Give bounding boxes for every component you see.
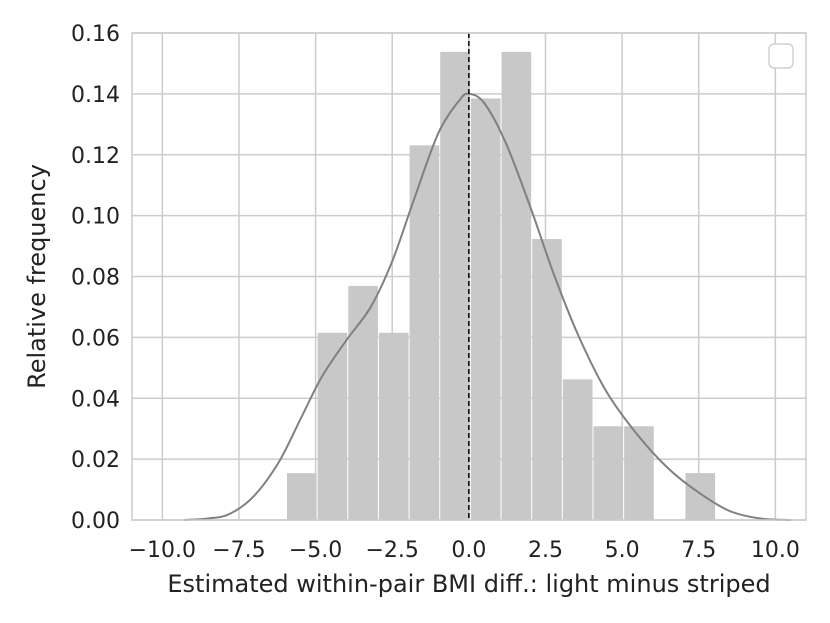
y-tick-label: 0.06 [71,326,120,351]
histogram-bar-2 [348,285,378,520]
histogram-bar-10 [593,426,624,520]
x-tick-label: −2.5 [366,538,419,563]
histogram-bar-5 [440,51,470,521]
y-tick-label: 0.02 [71,448,120,473]
plot-frame [131,32,807,521]
kde-curve [183,92,791,521]
histogram-bars [286,51,716,521]
x-tick-label: 7.5 [681,538,716,563]
y-tick-label: 0.16 [71,22,120,47]
x-tick-label: 2.5 [528,538,563,563]
x-tick-label: 10.0 [751,538,800,563]
x-axis-title: Estimated within-pair BMI diff.: light m… [167,570,770,598]
x-tick-label: 5.0 [605,538,640,563]
y-tick-label: 0.08 [71,266,120,291]
histogram-bar-0 [286,473,317,520]
x-tick-label: −10.0 [129,538,196,563]
y-tick-label: 0.00 [71,509,120,534]
histogram-bar-9 [562,379,593,520]
x-tick-label: −7.5 [212,538,265,563]
y-tick-label: 0.14 [71,83,120,108]
y-tick-label: 0.10 [71,205,120,230]
y-axis-title: Relative frequency [23,164,51,389]
histogram-bar-6 [470,98,501,521]
y-tick-labels: 0.00 0.02 0.04 0.06 0.08 0.10 0.12 0.14 0.16 [71,22,120,534]
histogram-bar-3 [378,332,409,520]
histogram-bar-8 [532,239,562,520]
histogram-bar-1 [317,332,348,520]
x-tick-labels: −10.0 −7.5 −5.0 −2.5 0.0 2.5 5.0 7.5 10.0 [129,538,800,563]
x-tick-label: 0.0 [451,538,486,563]
y-tick-label: 0.04 [71,387,120,412]
legend-box [768,43,794,69]
x-tick-label: −5.0 [289,538,342,563]
histogram-bar-13 [685,473,716,520]
histogram-bar-7 [501,51,532,521]
histogram-bar-11 [624,426,654,520]
histogram-bar-4 [409,145,440,520]
y-tick-label: 0.12 [71,144,120,169]
kde-curve-group [183,92,791,521]
